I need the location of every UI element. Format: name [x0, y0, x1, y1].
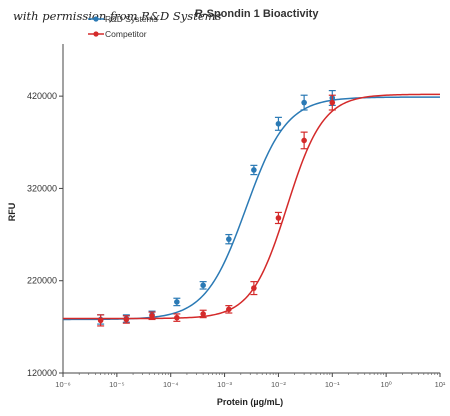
plot-area [62, 90, 441, 327]
data-point-competitor [97, 317, 104, 324]
y-tick-label: 120000 [27, 368, 57, 378]
data-point-competitor [329, 99, 336, 106]
data-point-competitor [149, 312, 155, 319]
watermark: with permission from R&D Systems [13, 9, 222, 23]
data-point-competitor [174, 314, 180, 321]
legend-label-rnd: R&D Systems [105, 14, 158, 24]
x-tick-label: 10⁻³ [217, 380, 232, 389]
data-point-rnd [226, 236, 232, 242]
data-point-competitor [251, 285, 257, 291]
y-axis-label: RFU [7, 203, 17, 222]
y-axis: 120000 220000 320000 420000 [27, 44, 64, 378]
fit-curve-competitor [63, 93, 441, 320]
legend-marker-rnd [93, 16, 99, 22]
x-axis-label: Protein (µg/mL) [217, 397, 283, 407]
y-tick-label: 320000 [27, 183, 57, 193]
data-point-competitor [200, 311, 206, 317]
x-tick-label: 10⁰ [380, 380, 391, 389]
data-point-competitor [226, 306, 232, 313]
legend-marker-competitor [93, 31, 99, 37]
x-tick-label: 10¹ [435, 380, 446, 389]
x-tick-label: 10⁻⁴ [163, 380, 179, 389]
data-point-competitor [123, 316, 130, 323]
x-tick-label: 10⁻⁶ [55, 380, 70, 389]
legend: R&D Systems Competitor [88, 14, 158, 39]
data-point-competitor [275, 215, 282, 221]
data-point-rnd [251, 167, 257, 173]
data-point-rnd [174, 299, 180, 305]
chart-title: R-Spondin 1 Bioactivity [195, 8, 319, 20]
y-tick-label: 420000 [27, 91, 57, 101]
fit-curve-rnd [62, 96, 440, 321]
data-point-rnd [200, 282, 206, 289]
data-point-rnd [301, 99, 307, 106]
x-tick-label: 10⁻² [271, 380, 286, 389]
data-point-rnd [275, 121, 282, 127]
x-tick-label: 10⁻¹ [325, 380, 340, 389]
x-axis: 10⁻⁶ 10⁻⁵ 10⁻⁴ 10⁻³ 10⁻² 10⁻¹ 10⁰ 10¹ [55, 372, 446, 389]
y-tick-label: 220000 [27, 276, 57, 286]
data-point-competitor [301, 137, 307, 144]
legend-label-competitor: Competitor [105, 29, 147, 39]
x-tick-label: 10⁻⁵ [109, 380, 124, 389]
